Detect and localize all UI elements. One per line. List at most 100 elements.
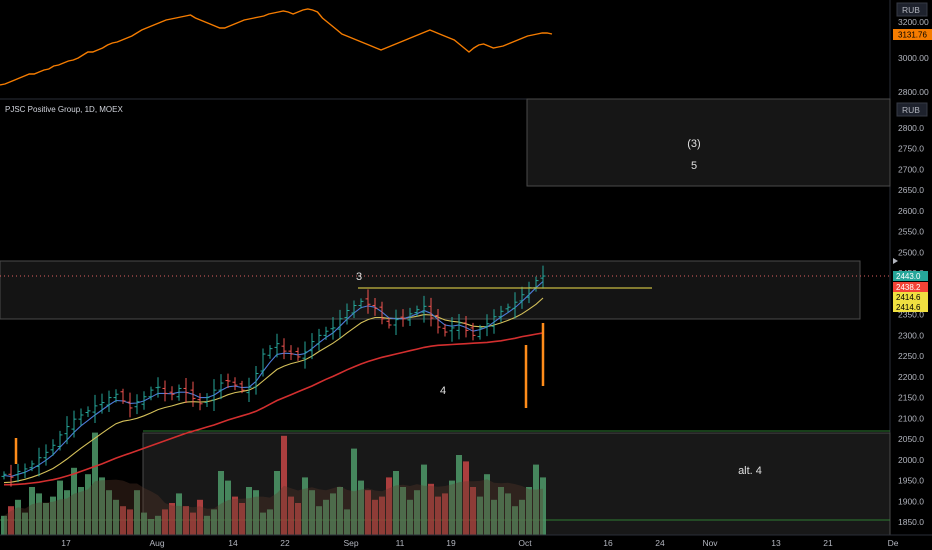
price-scale-label: 2000.0 xyxy=(898,455,924,465)
volume-bar xyxy=(505,493,511,535)
volume-bar xyxy=(477,496,483,535)
volume-bar xyxy=(400,487,406,535)
volume-bar xyxy=(50,496,56,535)
volume-bar xyxy=(351,448,357,535)
volume-bar xyxy=(379,496,385,535)
price-scale[interactable] xyxy=(891,0,932,535)
price-tag-text: 2414.6 xyxy=(896,293,921,302)
time-axis-label: 13 xyxy=(771,538,781,548)
volume-bar xyxy=(260,512,266,535)
price-tag xyxy=(893,302,928,312)
volume-bar xyxy=(36,493,42,535)
volume-ma-area xyxy=(4,479,543,535)
indicator-scale-label: 3000.00 xyxy=(898,53,929,63)
chart-title: PJSC Positive Group, 1D, MOEX xyxy=(5,105,123,114)
slow-ma-line xyxy=(4,332,544,486)
indicator-scale-label: 3200.00 xyxy=(898,17,929,27)
volume-bar xyxy=(106,490,112,535)
time-axis-label: 21 xyxy=(823,538,833,548)
volume-bar xyxy=(358,480,364,535)
price-scale-label: 2600.0 xyxy=(898,206,924,216)
price-tag-text: 2443.0 xyxy=(896,272,921,281)
price-scale-label: 2650.0 xyxy=(898,185,924,195)
volume-bar xyxy=(414,490,420,535)
scale-marker-icon xyxy=(893,258,898,264)
price-scale-label: 1850.0 xyxy=(898,517,924,527)
indicator-value-text: 3131.76 xyxy=(898,31,927,40)
time-axis-label: 11 xyxy=(396,538,405,548)
price-scale-label: 2500.0 xyxy=(898,247,924,257)
volume-bar xyxy=(428,483,434,535)
volume-bar xyxy=(309,490,315,535)
volume-bar xyxy=(470,487,476,535)
time-axis-label: Oct xyxy=(518,538,532,548)
currency-button-main[interactable] xyxy=(896,102,928,117)
price-tag xyxy=(893,282,928,292)
volume-bar xyxy=(218,471,224,535)
volume-bar xyxy=(57,480,63,535)
wave-3-5-target-zone[interactable] xyxy=(526,98,891,187)
time-axis-label: De xyxy=(888,538,899,548)
volume-bar xyxy=(372,499,378,535)
volume-bar xyxy=(246,487,252,535)
indicator-scale-label: 2800.00 xyxy=(898,87,929,97)
volume-bar xyxy=(442,493,448,535)
price-tag-text: 2438.2 xyxy=(896,283,921,292)
volume-bar xyxy=(267,509,273,535)
time-axis-label: 14 xyxy=(228,538,238,548)
volume-bar xyxy=(526,487,532,535)
wave-3-label: 3 xyxy=(356,271,362,283)
volume-bar xyxy=(407,499,413,535)
wave-3-zone[interactable] xyxy=(0,260,861,320)
price-scale-label: 2750.0 xyxy=(898,144,924,154)
time-axis-label: 19 xyxy=(446,538,456,548)
volume-bar xyxy=(274,471,280,535)
indicator-pane xyxy=(0,8,553,86)
volume-bar xyxy=(239,503,245,535)
volume-bar xyxy=(64,490,70,535)
price-scale-label: 2300.0 xyxy=(898,330,924,340)
volume-bar xyxy=(295,503,301,535)
volume-bar xyxy=(456,455,462,535)
price-scale-label: 2100.0 xyxy=(898,413,924,423)
price-scale-label: 2800.0 xyxy=(898,123,924,133)
time-axis[interactable] xyxy=(0,535,932,550)
volume-bar xyxy=(211,509,217,535)
currency-label-top: RUB xyxy=(902,5,920,15)
volume-bar xyxy=(365,490,371,535)
volume-bar xyxy=(120,506,126,535)
time-axis-label: Sep xyxy=(343,538,358,548)
volume-bar xyxy=(225,480,231,535)
time-axis-label: Nov xyxy=(702,538,718,548)
price-tag xyxy=(893,292,928,302)
wave-degree-label: (3) xyxy=(687,138,700,150)
volume-bar xyxy=(232,496,238,535)
price-scale-label: 2050.0 xyxy=(898,434,924,444)
volume-bar xyxy=(113,499,119,535)
wave-4-label: 4 xyxy=(440,385,446,397)
time-axis-label: 22 xyxy=(280,538,290,548)
currency-button-top[interactable] xyxy=(896,2,928,17)
volume-bar xyxy=(463,461,469,535)
volume-bar xyxy=(302,477,308,535)
volume-bar xyxy=(8,506,14,535)
price-bars xyxy=(1,265,546,487)
volume-bar xyxy=(519,499,525,535)
volume-bar xyxy=(176,493,182,535)
price-scale-label: 2350.0 xyxy=(898,310,924,320)
fast-ma-line xyxy=(3,281,544,477)
volume-bar xyxy=(134,490,140,535)
price-scale-label: 2250.0 xyxy=(898,351,924,361)
volume-bar xyxy=(43,503,49,535)
volume-bar xyxy=(169,503,175,535)
price-scale-label: 1950.0 xyxy=(898,476,924,486)
volume-bar xyxy=(316,506,322,535)
indicator-line xyxy=(0,8,553,86)
price-scale-label: 2700.0 xyxy=(898,164,924,174)
price-scale-label: 2150.0 xyxy=(898,393,924,403)
volume-bar xyxy=(183,506,189,535)
time-axis-label: 17 xyxy=(61,538,71,548)
volume-bar xyxy=(190,512,196,535)
